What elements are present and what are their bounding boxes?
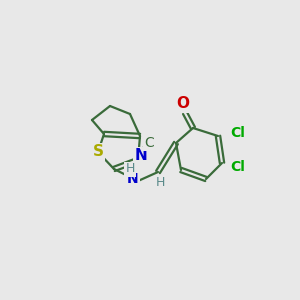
Text: C: C [144, 136, 154, 150]
Text: N: N [135, 148, 147, 164]
Text: Cl: Cl [231, 126, 245, 140]
Text: O: O [176, 97, 190, 112]
Text: H: H [155, 176, 165, 190]
Text: N: N [127, 172, 139, 186]
Text: Cl: Cl [231, 160, 245, 174]
Text: S: S [92, 145, 104, 160]
Text: H: H [125, 163, 135, 176]
